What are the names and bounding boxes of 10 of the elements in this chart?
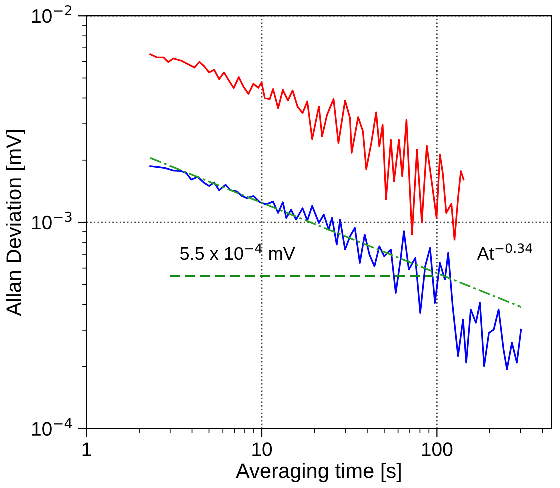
y-tick-label: 10$^{−4}$ — [32, 418, 72, 436]
x-tick-label: 10 — [252, 442, 272, 456]
x-tick-label: 100 — [422, 442, 453, 456]
y-tick-label: 10$^{−3}$ — [32, 212, 72, 230]
annotation: At$^{−0.34}$ — [477, 244, 532, 260]
annotation: 5.5 x 10$^{−4}$ mV — [180, 244, 296, 260]
x-tick-label: 1 — [82, 442, 92, 456]
y-tick-label: 10$^{−2}$ — [32, 5, 72, 24]
x-axis-title: Averaging time [s] — [236, 463, 401, 482]
y-axis-title: Allan Deviation [mV] — [6, 130, 26, 316]
